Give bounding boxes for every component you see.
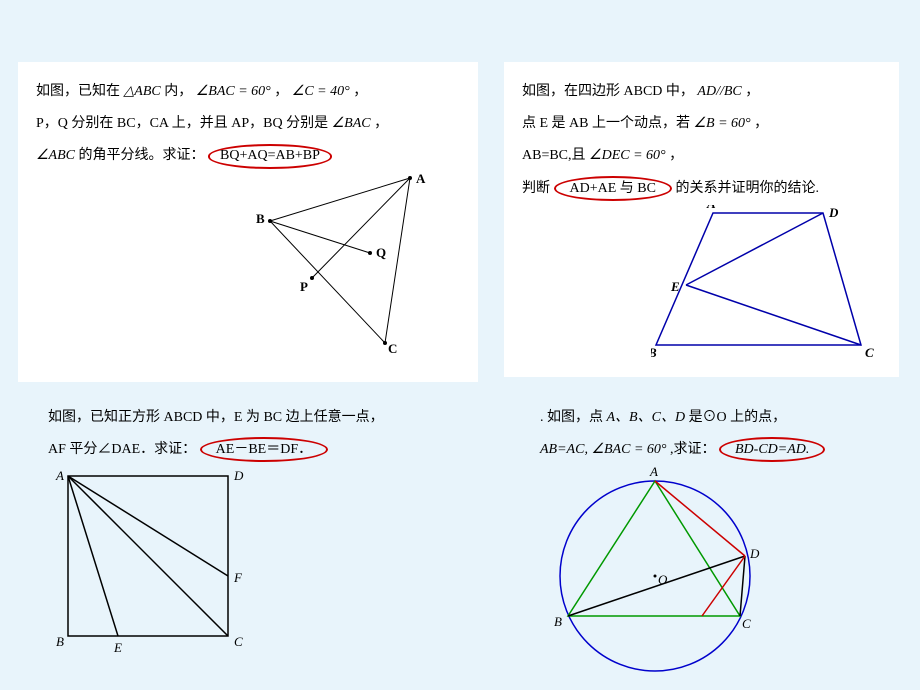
svg-text:E: E bbox=[670, 279, 680, 294]
p2-figure-wrap: A D B C E bbox=[522, 205, 881, 360]
p2-figure: A D B C E bbox=[651, 205, 881, 360]
t: 如图，在四边形 ABCD 中， bbox=[522, 84, 694, 99]
t: 判断 bbox=[522, 181, 550, 196]
p4-conclusion: BD-CD=AD. bbox=[719, 437, 825, 462]
problem-3-panel: 如图，已知正方形 ABCD 中，E 为 BC 边上任意一点， AF 平分∠DAE… bbox=[30, 388, 480, 674]
p1-conclusion: BQ+AQ=AB+BP bbox=[208, 144, 332, 168]
p1-figure: A B C P Q bbox=[240, 173, 460, 353]
svg-text:B: B bbox=[554, 614, 562, 629]
svg-text:O: O bbox=[658, 572, 668, 587]
svg-text:C: C bbox=[388, 341, 397, 353]
p1-line1: 如图，已知在 △ABC 内， ∠BAC = 60° ， ∠C = 40° ， bbox=[36, 76, 460, 108]
p2-l3: AB=BC,且 ∠DEC = 60° ， bbox=[522, 140, 881, 172]
svg-text:A: A bbox=[706, 205, 716, 211]
p2-l2: 点 E 是 AB 上一个动点，若 ∠B = 60° ， bbox=[522, 108, 881, 140]
p3-figure: A D B C E F bbox=[48, 466, 258, 661]
svg-text:D: D bbox=[828, 205, 839, 220]
problem-1-panel: 如图，已知在 △ABC 内， ∠BAC = 60° ， ∠C = 40° ， P… bbox=[18, 62, 478, 382]
svg-text:P: P bbox=[300, 279, 308, 294]
p1-figure-wrap: A B C P Q bbox=[36, 173, 460, 353]
t: ∠C = 40° bbox=[292, 84, 350, 99]
svg-text:B: B bbox=[256, 211, 265, 226]
t: A、B、C、D bbox=[607, 410, 686, 425]
svg-text:F: F bbox=[233, 570, 243, 585]
p3-l2: AF 平分∠DAE．求证： AE－BE＝DF． bbox=[48, 434, 462, 466]
p4-l2: AB=AC, ∠BAC = 60° ,求证： BD-CD=AD. bbox=[540, 434, 882, 466]
t: AD//BC bbox=[697, 84, 741, 99]
p1-line3: ∠ABC 的角平分线。求证： BQ+AQ=AB+BP bbox=[36, 140, 460, 172]
t: . 如图，点 bbox=[540, 410, 603, 425]
problem-2-panel: 如图，在四边形 ABCD 中， AD//BC ， 点 E 是 AB 上一个动点，… bbox=[504, 62, 899, 377]
t: AF 平分∠DAE．求证： bbox=[48, 442, 196, 457]
svg-text:D: D bbox=[233, 468, 244, 483]
p3-figure-wrap: A D B C E F bbox=[48, 466, 462, 661]
svg-text:C: C bbox=[234, 634, 243, 649]
t: ∠BAC = 60° bbox=[591, 442, 666, 457]
p3-conclusion: AE－BE＝DF． bbox=[200, 437, 328, 462]
t: ， bbox=[274, 84, 288, 99]
t: 的关系并证明你的结论. bbox=[675, 181, 819, 196]
t: ∠BAC bbox=[332, 116, 371, 131]
t: 如图，已知在 bbox=[36, 84, 120, 99]
t: ， bbox=[374, 116, 388, 131]
t: AB=BC,且 bbox=[522, 148, 586, 163]
t: ， bbox=[353, 84, 367, 99]
t: AB=AC, bbox=[540, 442, 588, 457]
t: ， bbox=[669, 148, 683, 163]
p4-figure: A B C D O bbox=[540, 466, 780, 681]
svg-text:Q: Q bbox=[376, 245, 386, 260]
svg-text:A: A bbox=[649, 466, 658, 479]
t: ,求证： bbox=[670, 442, 716, 457]
t: ∠ABC bbox=[36, 148, 75, 163]
p1-line2: P，Q 分别在 BC，CA 上，并且 AP，BQ 分别是 ∠BAC ， bbox=[36, 108, 460, 140]
p3-l1: 如图，已知正方形 ABCD 中，E 为 BC 边上任意一点， bbox=[48, 402, 462, 434]
p2-l4: 判断 AD+AE 与 BC 的关系并证明你的结论. bbox=[522, 173, 881, 205]
svg-text:B: B bbox=[651, 345, 657, 360]
p4-l1: . 如图，点 A、B、C、D 是⊙O 上的点， bbox=[540, 402, 882, 434]
t: ∠DEC = 60° bbox=[589, 148, 666, 163]
t: 的角平分线。求证： bbox=[79, 148, 205, 163]
svg-text:A: A bbox=[55, 468, 64, 483]
problem-4-panel: . 如图，点 A、B、C、D 是⊙O 上的点， AB=AC, ∠BAC = 60… bbox=[522, 388, 900, 678]
svg-text:D: D bbox=[749, 546, 760, 561]
t: ∠BAC = 60° bbox=[196, 84, 271, 99]
t: P，Q 分别在 BC，CA 上，并且 AP，BQ 分别是 bbox=[36, 116, 328, 131]
t: 是⊙O 上的点， bbox=[689, 410, 787, 425]
t: ， bbox=[745, 84, 759, 99]
svg-text:E: E bbox=[113, 640, 122, 655]
svg-text:C: C bbox=[742, 616, 751, 631]
t: 点 E 是 AB 上一个动点，若 bbox=[522, 116, 690, 131]
svg-text:B: B bbox=[56, 634, 64, 649]
svg-text:C: C bbox=[865, 345, 874, 360]
p2-l1: 如图，在四边形 ABCD 中， AD//BC ， bbox=[522, 76, 881, 108]
t: ∠B = 60° bbox=[694, 116, 751, 131]
t: △ABC bbox=[124, 84, 161, 99]
p4-figure-wrap: A B C D O bbox=[540, 466, 882, 681]
t: ， bbox=[754, 116, 768, 131]
t: 内， bbox=[164, 84, 192, 99]
p2-conclusion: AD+AE 与 BC bbox=[554, 176, 672, 201]
svg-text:A: A bbox=[416, 173, 426, 186]
